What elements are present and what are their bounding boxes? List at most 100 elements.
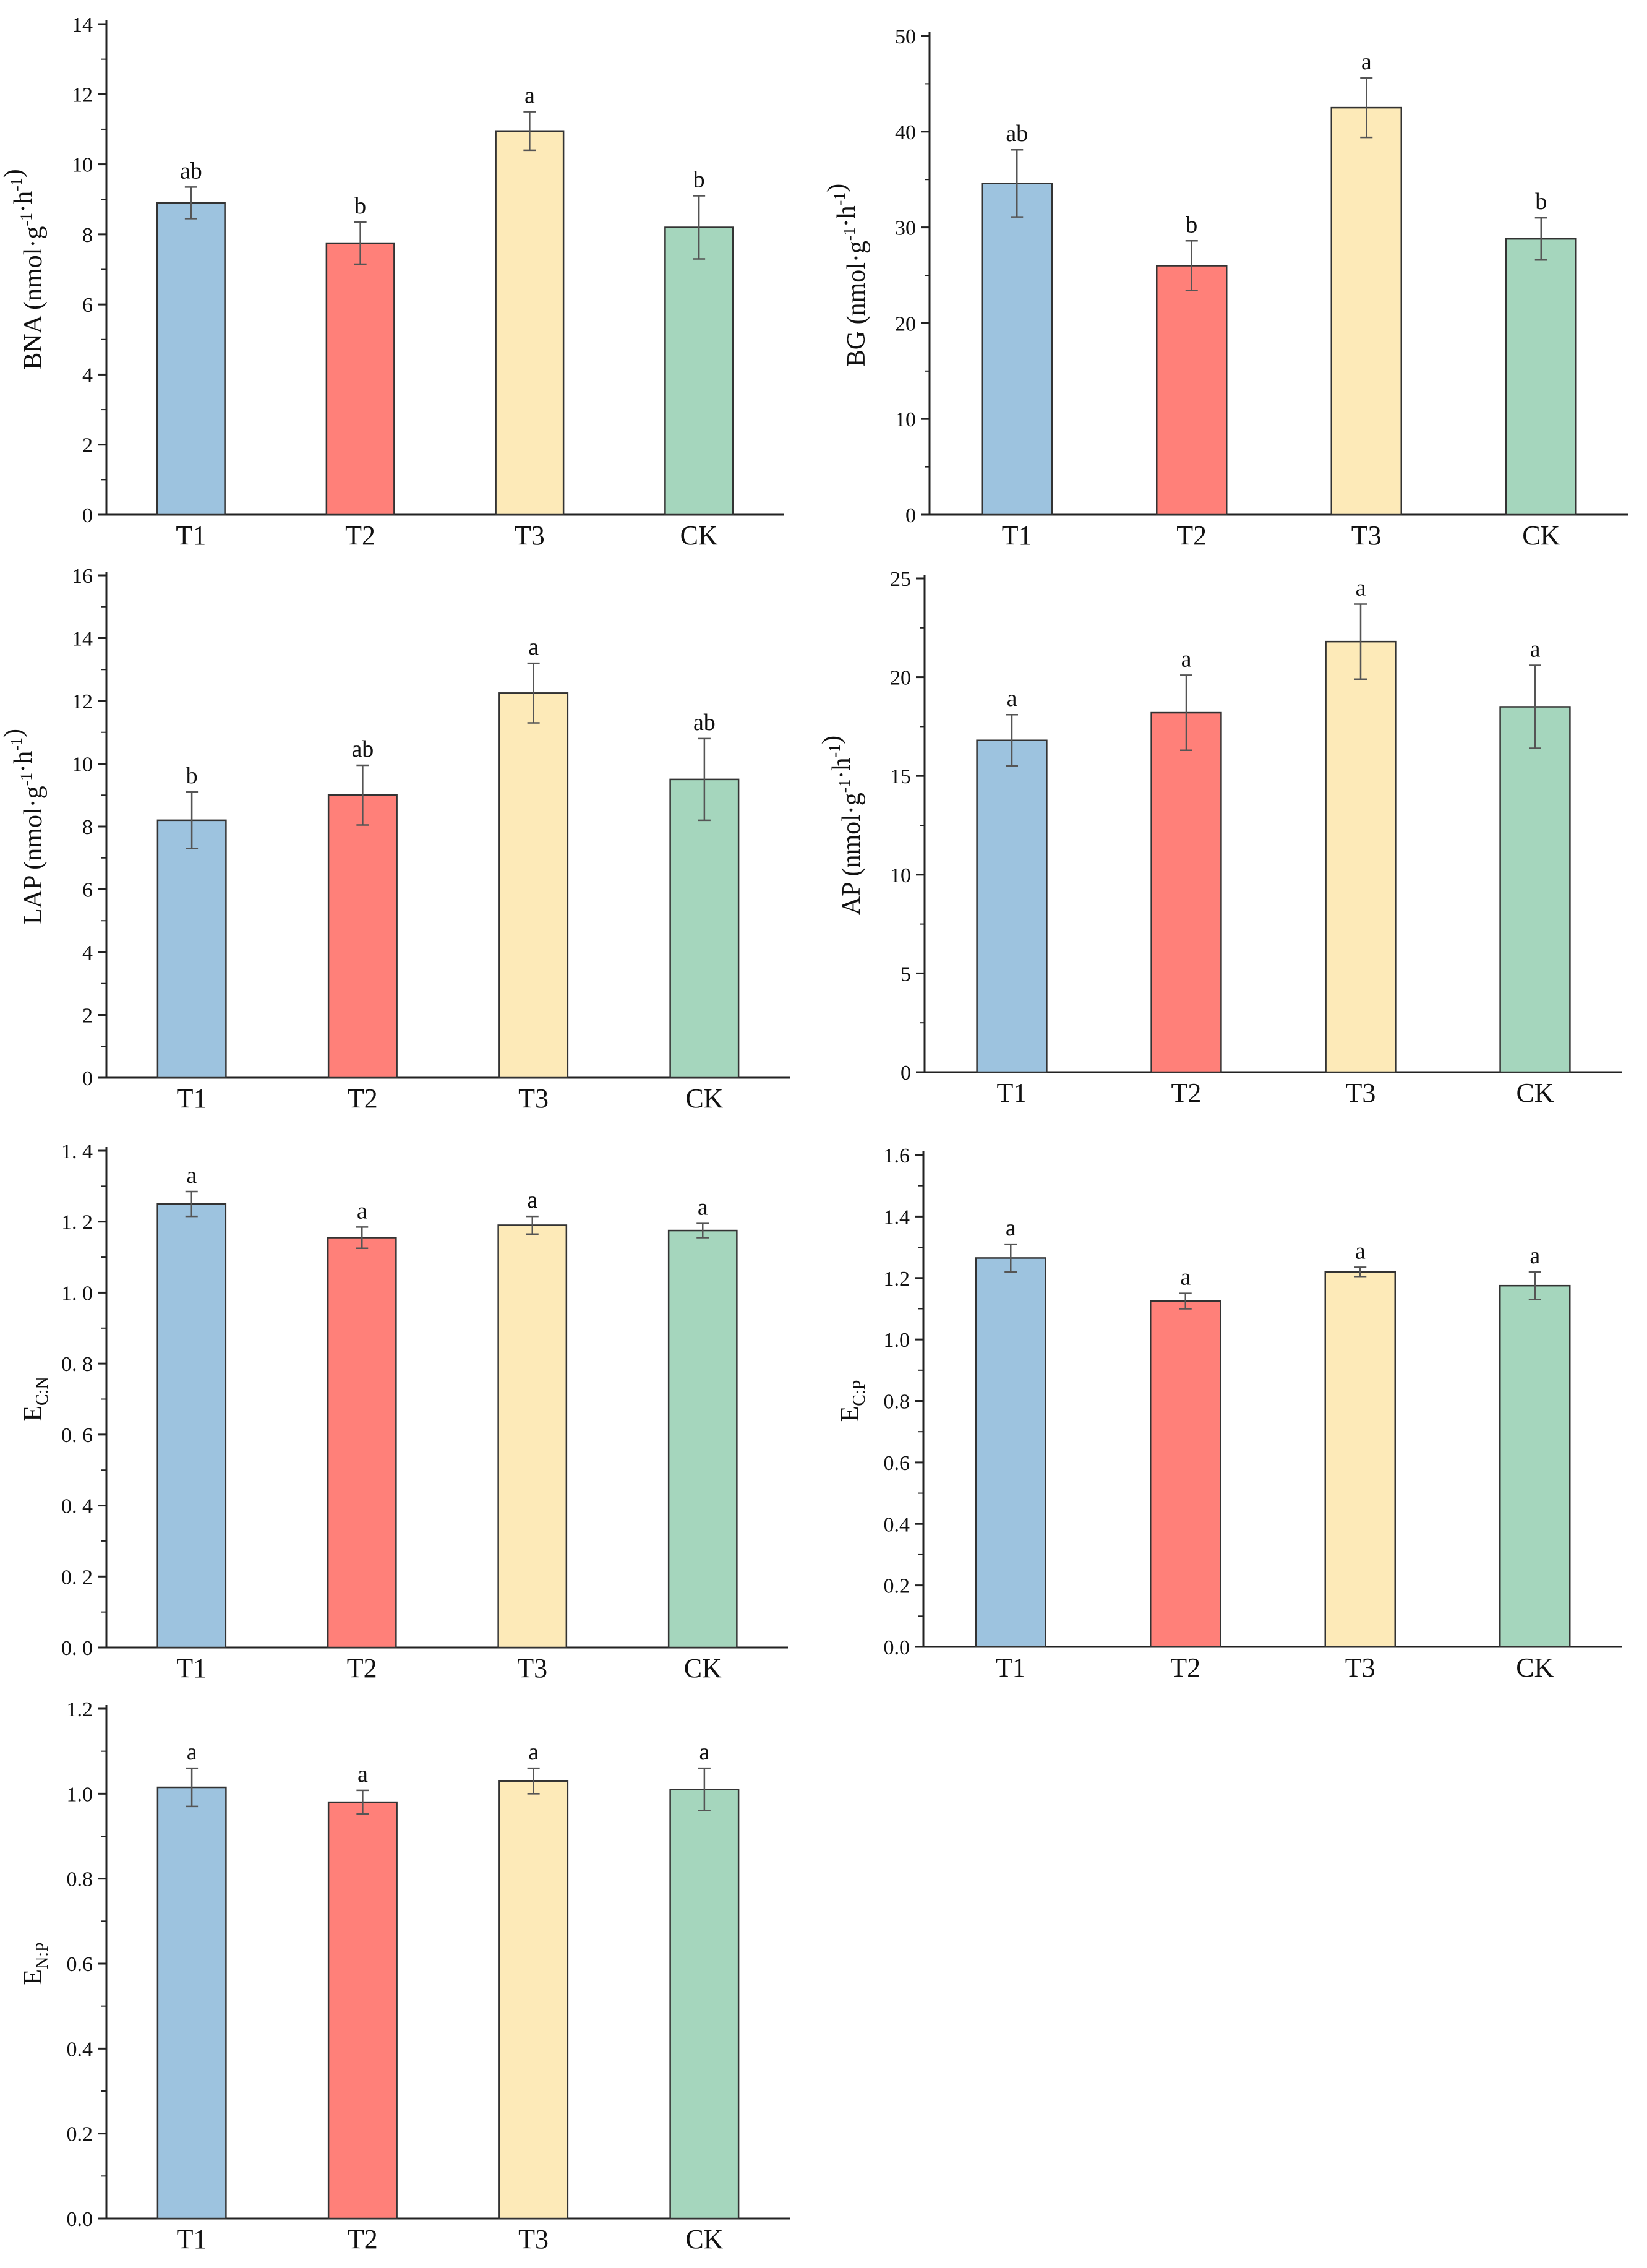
significance-label: ab bbox=[180, 158, 202, 184]
y-axis-unit-part: ·g bbox=[19, 786, 48, 807]
x-tick-label: T1 bbox=[996, 1652, 1026, 1683]
significance-label: a bbox=[1355, 1238, 1366, 1264]
x-tick-label: CK bbox=[680, 520, 718, 551]
y-tick-label: 0. 4 bbox=[61, 1495, 93, 1518]
y-axis-unit-exponent: -1 bbox=[7, 737, 25, 751]
y-tick-label: 0 bbox=[82, 1067, 93, 1090]
y-tick-label: 8 bbox=[82, 816, 93, 839]
y-axis-unit-part: ·h bbox=[832, 205, 861, 227]
y-tick-label: 0.8 bbox=[884, 1391, 910, 1414]
y-axis-unit-exponent: -1 bbox=[836, 780, 853, 793]
y-tick-label: 2 bbox=[82, 1005, 93, 1028]
y-axis-title-main: AP bbox=[837, 883, 866, 915]
y-axis-title-subscript: N:P bbox=[33, 1942, 52, 1969]
x-tick-label: T2 bbox=[1171, 1078, 1202, 1108]
significance-label: a bbox=[1180, 1265, 1191, 1291]
x-tick-label: CK bbox=[1516, 1078, 1554, 1108]
y-tick-label: 10 bbox=[895, 408, 916, 431]
y-axis-unit-part: ·h bbox=[9, 191, 38, 213]
y-tick-label: 4 bbox=[82, 942, 93, 964]
y-axis-title: EC:N bbox=[19, 1377, 52, 1421]
y-axis-unit-part: ·g bbox=[19, 226, 48, 248]
x-tick-label: T2 bbox=[348, 2224, 378, 2254]
y-axis-title-main: E bbox=[19, 1969, 48, 1985]
significance-label: a bbox=[1006, 1215, 1016, 1241]
x-tick-label: CK bbox=[1522, 520, 1560, 551]
x-tick-label: T3 bbox=[518, 2224, 549, 2254]
x-tick-label: T2 bbox=[347, 1653, 377, 1683]
significance-label: a bbox=[187, 1739, 197, 1765]
x-tick-label: T2 bbox=[348, 1083, 378, 1114]
y-axis-unit-part: nmol bbox=[19, 807, 48, 861]
y-tick-label: 10 bbox=[72, 754, 93, 776]
significance-label: a bbox=[528, 1739, 539, 1765]
y-axis-title-main: BG bbox=[842, 331, 871, 367]
y-tick-label: 0.2 bbox=[884, 1575, 910, 1598]
bar-ecp-t3 bbox=[1324, 1271, 1396, 1648]
significance-label: a bbox=[1361, 49, 1372, 75]
significance-label: a bbox=[698, 1195, 708, 1221]
bar-lap-t1 bbox=[156, 819, 227, 1079]
significance-label: a bbox=[1529, 1243, 1540, 1269]
y-tick-label: 0. 2 bbox=[61, 1566, 93, 1589]
y-tick-label: 14 bbox=[72, 14, 93, 37]
y-axis-title: AP (nmol·g-1·h-1) bbox=[818, 736, 866, 915]
significance-label: a bbox=[1356, 575, 1366, 601]
bar-ecp-t1 bbox=[975, 1257, 1046, 1648]
x-tick-label: T2 bbox=[345, 520, 375, 551]
y-axis-unit: ( bbox=[842, 316, 871, 331]
y-axis-unit-exponent: -1 bbox=[826, 744, 844, 758]
y-axis-title-main: E bbox=[19, 1406, 48, 1422]
y-axis-title-main: BNA bbox=[19, 314, 48, 369]
y-tick-label: 14 bbox=[72, 628, 93, 651]
y-axis-title-main: LAP bbox=[19, 876, 48, 924]
y-axis-title: EC:P bbox=[836, 1380, 869, 1422]
y-tick-label: 1.2 bbox=[884, 1268, 910, 1291]
y-axis-title-main: E bbox=[836, 1406, 865, 1422]
y-tick-label: 10 bbox=[890, 864, 911, 887]
y-axis-unit-part: nmol bbox=[837, 814, 866, 867]
bar-bna-ck bbox=[664, 226, 734, 516]
y-tick-label: 8 bbox=[82, 224, 93, 247]
y-tick-label: 4 bbox=[82, 364, 93, 387]
x-tick-label: T2 bbox=[1170, 1652, 1200, 1683]
y-axis-unit-exponent: -1 bbox=[17, 773, 35, 786]
bar-ecn-ck bbox=[667, 1229, 738, 1649]
significance-label: a bbox=[528, 634, 539, 660]
y-tick-label: 0.4 bbox=[884, 1513, 910, 1536]
chart-enp: 0.0 0.2 0.4 0.6 0.8 1.0 1.2 a T1 a T2 a T3 a CK EN:P bbox=[19, 1698, 790, 2254]
y-tick-label: 5 bbox=[901, 963, 911, 986]
bar-enp-t2 bbox=[327, 1801, 398, 2220]
x-tick-label: T2 bbox=[1176, 520, 1207, 551]
bar-enp-t1 bbox=[156, 1786, 227, 2220]
bar-lap-t2 bbox=[327, 794, 398, 1079]
significance-label: ab bbox=[693, 710, 716, 736]
bar-ecn-t2 bbox=[327, 1237, 397, 1649]
y-axis-unit: ( bbox=[19, 861, 48, 877]
significance-label: b bbox=[1186, 212, 1197, 238]
bar-lap-ck bbox=[669, 778, 740, 1079]
x-tick-label: T3 bbox=[515, 520, 545, 551]
y-tick-label: 16 bbox=[72, 565, 93, 588]
bar-bg-t1 bbox=[981, 183, 1053, 516]
x-tick-label: T1 bbox=[997, 1078, 1027, 1108]
x-tick-label: CK bbox=[685, 2224, 723, 2254]
y-axis-title: LAP (nmol·g-1·h-1) bbox=[0, 729, 48, 924]
y-tick-label: 1. 4 bbox=[61, 1140, 93, 1163]
y-tick-label: 0 bbox=[82, 504, 93, 527]
y-tick-label: 0.6 bbox=[884, 1452, 910, 1475]
y-tick-label: 20 bbox=[890, 667, 911, 690]
y-axis-unit-close: ) bbox=[0, 729, 28, 737]
bar-ecn-t3 bbox=[497, 1224, 568, 1649]
y-tick-label: 1. 2 bbox=[61, 1211, 93, 1234]
y-tick-label: 1.6 bbox=[884, 1145, 910, 1167]
x-tick-label: T3 bbox=[1351, 520, 1382, 551]
y-tick-label: 40 bbox=[895, 121, 916, 144]
significance-label: a bbox=[357, 1198, 367, 1224]
y-tick-label: 1.2 bbox=[67, 1698, 93, 1721]
y-tick-label: 1. 0 bbox=[61, 1282, 93, 1305]
x-tick-label: T3 bbox=[518, 1083, 549, 1114]
